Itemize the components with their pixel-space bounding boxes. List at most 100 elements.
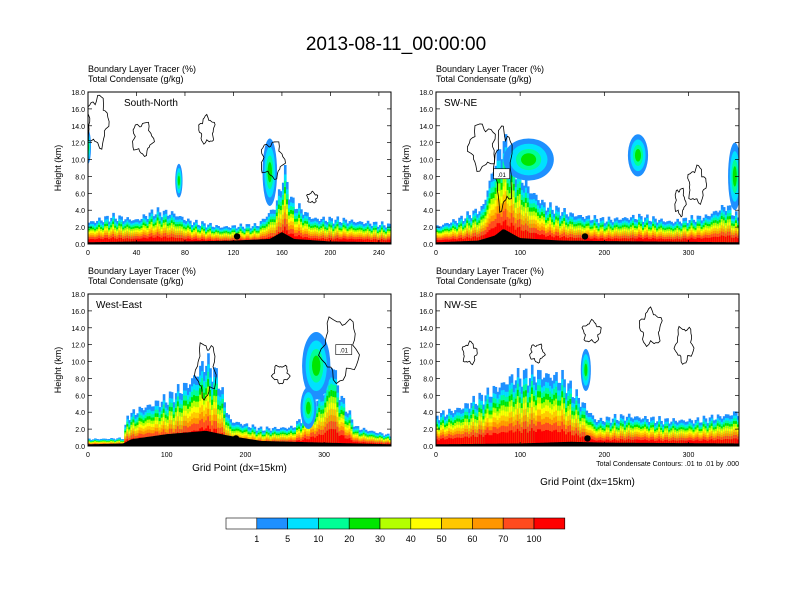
tracer-cell [106, 237, 109, 244]
tracer-cell [366, 238, 370, 244]
tracer-cell [668, 238, 671, 244]
tracer-cell [704, 237, 708, 244]
tracer-cell [678, 239, 682, 244]
tracer-cell [166, 237, 170, 244]
tracer-cell [452, 438, 455, 446]
tracer-cell [304, 438, 307, 446]
tracer-cell [442, 438, 445, 446]
tracer-cell [718, 236, 722, 244]
tracer-cell [376, 240, 380, 244]
tracer-cell [330, 238, 334, 244]
x-tick-label: 200 [325, 250, 337, 257]
tracer-cell [662, 239, 665, 244]
tracer-cell [563, 236, 566, 244]
x-tick-label: 200 [240, 452, 252, 459]
tracer-cell [474, 436, 477, 446]
y-tick-label: 18.0 [419, 90, 433, 97]
tracer-cell [440, 240, 443, 244]
tracer-cell [640, 237, 643, 244]
tracer-cell [541, 234, 544, 244]
tracer-cell [94, 239, 97, 244]
tracer-cell [474, 236, 477, 244]
y-axis-label: Height (km) [53, 145, 63, 192]
x-tick-label: 240 [373, 250, 385, 257]
y-tick-label: 2.0 [75, 427, 85, 434]
y-tick-label: 8.0 [423, 174, 433, 181]
x-tick-label: 40 [133, 250, 141, 257]
tracer-cell [176, 237, 180, 244]
tracer-cell [537, 234, 540, 244]
tracer-cell [571, 237, 574, 244]
tracer-cell [378, 239, 382, 244]
tracer-cell [102, 239, 105, 244]
tracer-cell [384, 240, 388, 244]
tracer-cell [458, 437, 461, 446]
tracer-cell [120, 237, 123, 244]
site-marker [233, 233, 241, 240]
tracer-cell [722, 235, 726, 244]
tracer-cell [652, 237, 655, 244]
site-marker [232, 435, 240, 442]
tracer-cell [635, 238, 639, 244]
condensate-contour [260, 141, 286, 180]
tracer-cell [712, 236, 716, 244]
x-tick-label: 160 [276, 250, 288, 257]
y-tick-label: 4.0 [75, 410, 85, 417]
tracer-cell [380, 239, 384, 244]
tracer-cell [466, 436, 469, 446]
tracer-cell [154, 237, 158, 244]
y-tick-label: 0.0 [75, 242, 85, 249]
tracer-cell [454, 438, 457, 446]
tracer-cell [174, 237, 178, 244]
tracer-cell [680, 239, 684, 244]
tracer-cell [480, 434, 484, 446]
tracer-cell [569, 237, 572, 244]
tracer-cell [706, 237, 710, 244]
tracer-cell [660, 238, 663, 244]
tracer-cell [460, 437, 463, 446]
tracer-cell [354, 239, 358, 244]
tracer-cell [142, 237, 146, 244]
tracer-cell [555, 235, 558, 244]
tracer-cell [625, 238, 629, 244]
tracer-cell [104, 237, 107, 244]
y-tick-label: 12.0 [71, 141, 85, 148]
tracer-cell [182, 238, 186, 244]
y-tick-label: 0.0 [423, 242, 433, 249]
tracer-cell [674, 239, 677, 244]
tracer-cell [344, 238, 348, 244]
tracer-cell [320, 434, 323, 446]
panel-label: South-North [124, 98, 178, 109]
tracer-cell [326, 430, 329, 446]
tracer-cell [130, 238, 134, 244]
tracer-cell [330, 428, 334, 446]
tracer-cell [694, 239, 698, 244]
panel-subtitle-line: Boundary Layer Tracer (%) [436, 266, 544, 276]
tracer-cell [344, 438, 348, 446]
tracer-cell [316, 436, 319, 446]
tracer-cell [736, 238, 739, 244]
tracer-cell [156, 235, 160, 244]
tracer-cell [734, 236, 738, 244]
tracer-cell [146, 238, 150, 244]
condensate-contour [270, 364, 291, 385]
y-axis-label: Height (km) [401, 145, 411, 192]
tracer-cell [356, 239, 360, 244]
tracer-cell [346, 438, 350, 446]
tracer-cell [160, 238, 164, 244]
tracer-cell [362, 239, 366, 244]
tracer-cell [670, 239, 673, 244]
tracer-cell [532, 232, 536, 244]
tracer-cell [692, 238, 696, 244]
tracer-cell [468, 237, 471, 244]
tracer-plume [267, 162, 272, 183]
panel-subtitle-line: Total Condensate (g/kg) [88, 276, 184, 286]
condensate-contour [318, 316, 360, 385]
condensate-contour [88, 94, 110, 150]
x-tick-label: 0 [86, 452, 90, 459]
condensate-contour [687, 164, 708, 206]
y-tick-label: 14.0 [419, 124, 433, 131]
x-axis-label: Grid Point (dx=15km) [192, 463, 287, 474]
y-tick-label: 14.0 [71, 124, 85, 131]
tracer-cell [644, 238, 647, 244]
